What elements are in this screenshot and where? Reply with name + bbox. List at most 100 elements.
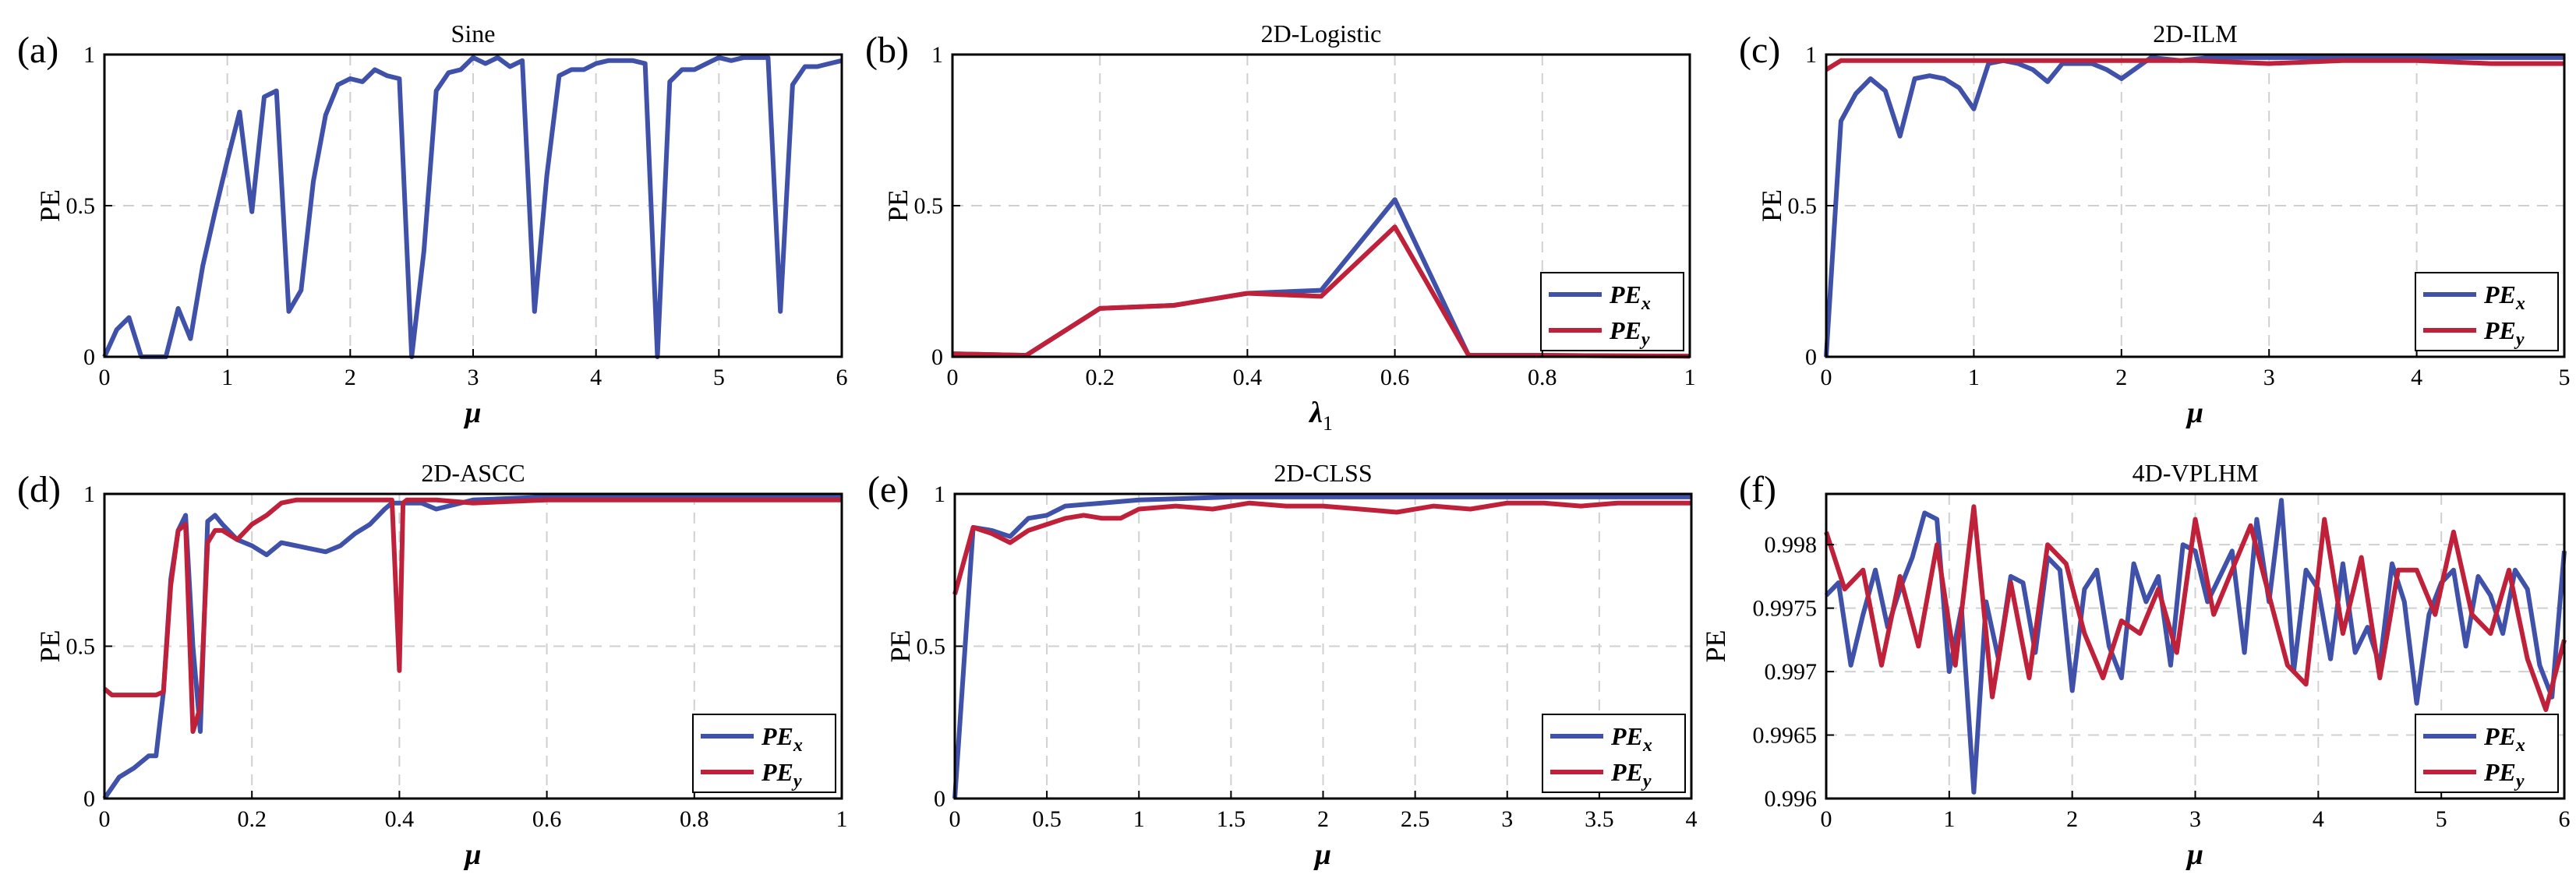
legend-label-sub: x [1642,735,1652,756]
legend-label-main: PE [1609,280,1641,308]
x-tick-label: 2 [1317,806,1329,832]
x-axis-label: μ [463,838,481,871]
x-tick-label: 0.6 [532,806,562,832]
x-tick-label: 0 [1821,365,1832,390]
x-tick-label: 0 [99,365,111,390]
chart-title: 2D-Logistic [1261,19,1382,48]
y-tick-label: 0.5 [66,634,96,660]
y-axis-label: PE [882,189,913,222]
y-tick-label: 0.9965 [1753,723,1818,749]
x-tick-label: 6 [2559,806,2571,832]
series-line-pe-x [1824,55,2564,358]
x-tick-label: 3 [2263,365,2275,390]
y-tick-label: 0.5 [1788,193,1818,219]
x-tick-label: 4 [2313,806,2324,832]
legend-label-main: PE [2483,280,2516,308]
series-line-pe-y [952,500,1691,595]
x-tick-label: 1.5 [1217,806,1246,832]
x-tick-label: 2 [2066,806,2078,832]
legend-label-sub: y [1639,330,1650,350]
panel-label: (d) [17,469,61,510]
x-tick-label: 0 [1821,806,1832,832]
y-tick-label: 0.997 [1765,659,1818,685]
legend-label-pe-y: PEy [2483,316,2525,350]
x-tick-label: 4 [590,365,602,390]
panel-label: (e) [868,469,909,510]
y-axis-label: PE [34,629,65,662]
x-tick-label: 5 [713,365,725,390]
y-tick-label: 0.5 [66,193,96,219]
x-tick-label: 0.5 [1032,806,1062,832]
x-tick-label: 2.5 [1401,806,1430,832]
panel-label: (f) [1739,469,1776,510]
panel-label: (b) [865,30,909,71]
x-tick-label: 1 [221,365,233,390]
y-tick-label: 1 [931,42,943,68]
legend-box [2415,714,2559,793]
y-tick-label: 0 [83,344,95,370]
x-axis-label-sub: 1 [1323,412,1333,435]
panel-label: (a) [17,30,58,71]
chart-title: Sine [451,19,496,48]
legend-box [1542,714,1686,793]
y-tick-label: 1 [1805,42,1817,68]
x-tick-label: 3 [1501,806,1513,832]
x-tick-label: 1 [1133,806,1145,832]
x-tick-label: 1 [1684,365,1696,390]
legend-label-sub: x [2515,735,2525,756]
legend-box [2415,272,2559,351]
y-tick-label: 0 [1805,344,1817,370]
chart-title: 2D-ASCC [421,459,525,487]
legend-label-pe-x: PEx [2483,280,2525,314]
x-tick-label: 2 [2115,365,2127,390]
panel-f: 0 1 2 3 4 5 6 0.996 0.9965 0.997 0.9975 0.998 4D-VPL… [1700,459,2571,871]
legend-label-main: PE [1610,758,1643,786]
x-tick-label: 3 [468,365,479,390]
x-axis-label: μ [463,397,481,429]
legend-box [1540,272,1684,351]
y-tick-label: 0.5 [914,193,944,219]
x-tick-label: 3.5 [1585,806,1614,832]
x-tick-label: 0 [99,806,111,832]
y-tick-label: 0 [931,344,943,370]
x-tick-label: 1 [836,806,848,832]
panel-a: 0 1 2 3 4 5 6 0 0.5 1 Sine (a) PE μ [17,19,848,429]
panel-b: 0 0.2 0.4 0.6 0.8 100.512D-Logistic(b)PEλ1PEx… [865,19,1696,435]
x-tick-label: 4 [2411,365,2422,390]
chart-title: 4D-VPLHM [2133,459,2259,487]
y-tick-label: 0.5 [917,634,946,660]
y-tick-label: 0 [83,786,95,812]
x-tick-label: 3 [2189,806,2201,832]
series-line-pe-x [952,494,1691,799]
x-tick-label: 1 [1943,806,1955,832]
x-axis-label: μ [1313,838,1331,871]
x-tick-label: 0.2 [237,806,267,832]
x-axis-label: λ1 [1308,397,1333,435]
series-line-pe-x [102,55,843,359]
legend-label-sub: x [2515,294,2525,314]
x-axis-label: μ [2186,838,2203,871]
y-tick-label: 0.9975 [1753,596,1818,622]
chart-title: 2D-ILM [2153,19,2237,48]
x-tick-label: 5 [2436,806,2447,832]
x-tick-label: 0.6 [1380,365,1410,390]
y-axis-label: PE [885,629,916,662]
legend-label-pe-y: PEy [761,758,802,792]
legend-label-main: PE [2483,316,2516,344]
legend-label-pe-x: PEx [1610,722,1652,756]
legend-label-sub: y [2514,771,2525,792]
x-tick-label: 0.2 [1085,365,1115,390]
x-tick-label: 1 [1968,365,1980,390]
legend-label-main: PE [2483,758,2516,786]
legend-label-main: PE [2483,722,2516,750]
y-tick-label: 1 [934,481,945,507]
legend-label-pe-x: PEx [761,722,803,756]
legend-label-sub: x [1641,294,1651,314]
legend-box [692,714,836,793]
